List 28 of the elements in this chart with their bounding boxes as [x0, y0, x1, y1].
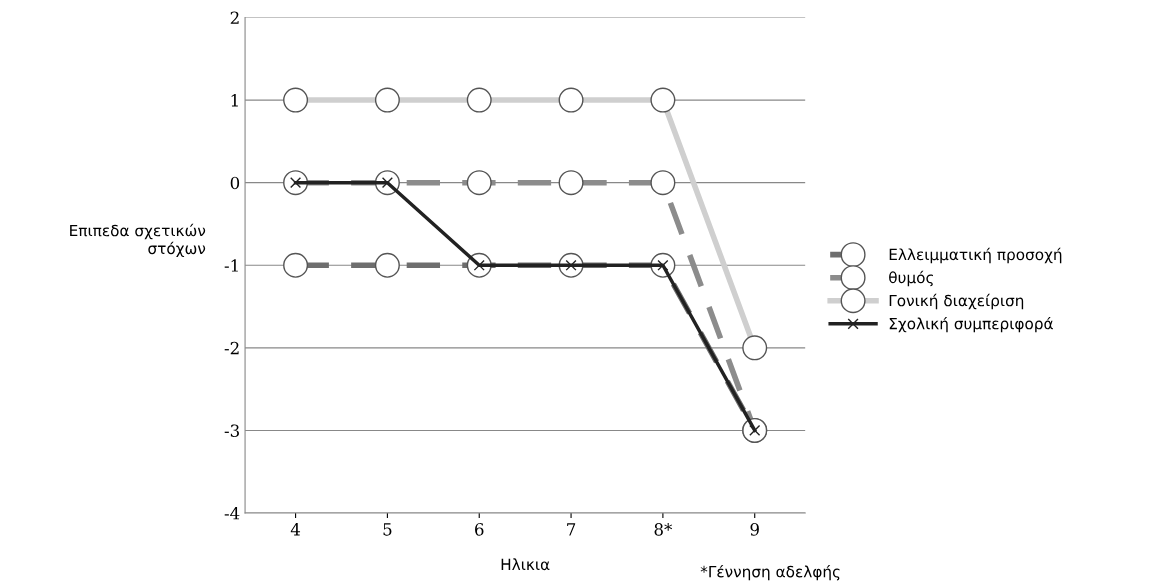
point: [558, 87, 584, 113]
y-tick-label: 1: [231, 94, 238, 107]
legend-label: Γονική διαχείριση: [889, 293, 1024, 310]
legend-label: θυμός: [889, 270, 933, 287]
point: [374, 87, 400, 113]
x-tick-label: 7: [567, 523, 576, 536]
legend-label: Σχολική συμπεριφορά: [889, 316, 1053, 333]
point: [283, 87, 309, 113]
x-tick-label: 6: [475, 523, 484, 536]
x-tick-label: 9: [750, 523, 759, 536]
y-axis-title: Επιπεδα σχετικών στόχων: [70, 223, 206, 258]
y-tick-label: -4: [224, 507, 240, 520]
point: [374, 252, 400, 278]
y-tick-label: -3: [224, 424, 239, 438]
point: [742, 335, 768, 361]
point: [650, 87, 676, 113]
point: [283, 252, 309, 278]
y-tick-label: 2: [230, 11, 239, 24]
x-tick-label: 5: [383, 523, 392, 536]
x-tick-label: 8*: [654, 523, 673, 536]
y-tick-label: 0: [230, 176, 240, 190]
legend-label: Ελλειμματική προσοχή: [889, 247, 1062, 264]
point: [466, 87, 492, 113]
x-axis-title: Ηλικια: [501, 558, 550, 571]
y-tick-label: -2: [224, 341, 239, 355]
text: *Γέννηση αδελφής: [700, 564, 840, 581]
y-tick-label: -1: [224, 259, 238, 272]
x-tick-label: 4: [290, 523, 301, 536]
